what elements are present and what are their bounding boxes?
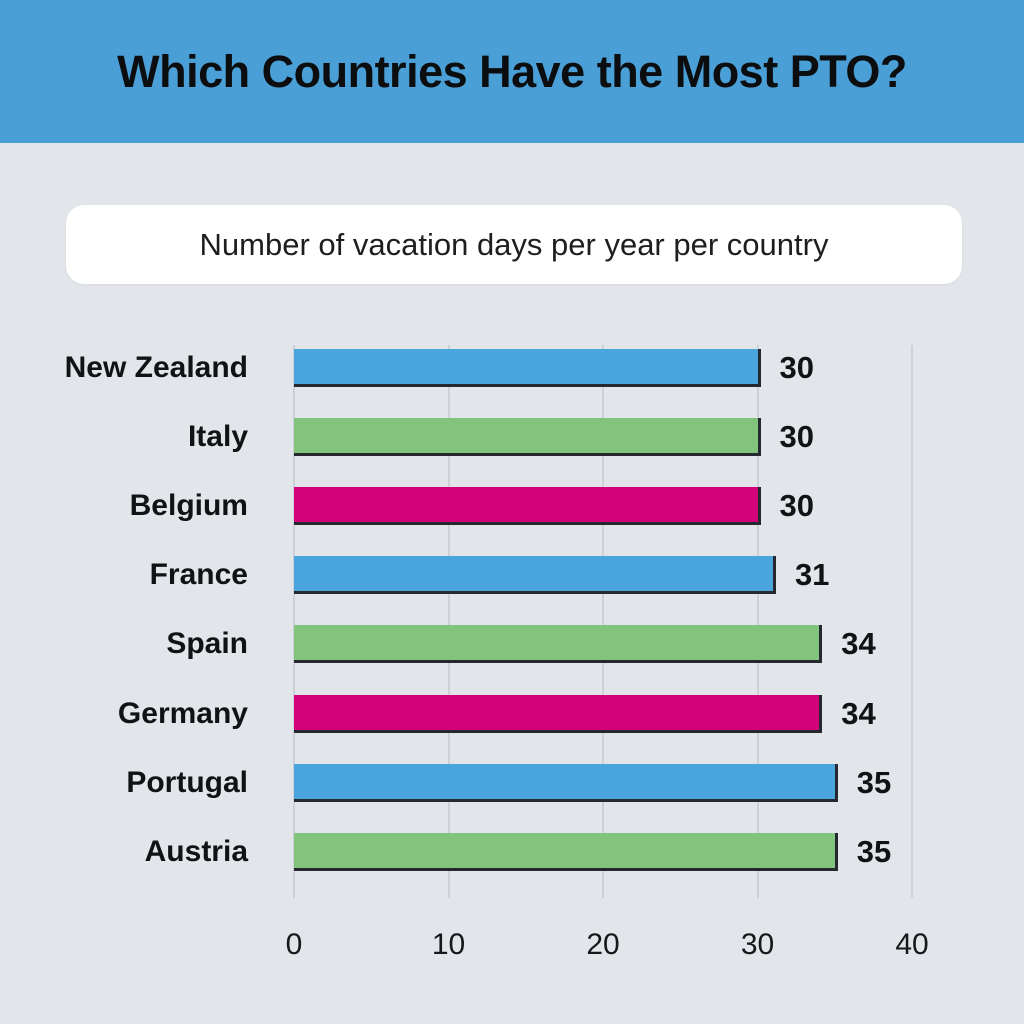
- gridline-0: [293, 345, 295, 898]
- x-tick-10: 10: [431, 928, 466, 961]
- value-label-portugal: 35: [856, 764, 892, 800]
- gridline-30: [756, 345, 759, 898]
- page-title: Which Countries Have the Most PTO?: [117, 45, 907, 97]
- subtitle-card: Number of vacation days per year per cou…: [66, 205, 962, 284]
- category-label-belgium: Belgium: [129, 489, 248, 523]
- x-tick-30: 30: [740, 928, 775, 961]
- category-label-germany: Germany: [117, 696, 248, 730]
- bar-new-zealand: [294, 349, 761, 387]
- bar-spain: [294, 625, 823, 664]
- category-label-italy: Italy: [187, 420, 248, 454]
- chart-subtitle: Number of vacation days per year per cou…: [199, 226, 829, 262]
- bar-italy: [294, 418, 761, 457]
- value-label-spain: 34: [841, 626, 876, 662]
- category-label-spain: Spain: [166, 627, 248, 661]
- category-label-austria: Austria: [144, 834, 248, 868]
- bar-portugal: [294, 763, 838, 802]
- gridline-40: [911, 345, 913, 898]
- category-label-portugal: Portugal: [126, 765, 248, 799]
- bar-belgium: [294, 487, 761, 526]
- category-label-new-zealand: New Zealand: [64, 351, 248, 384]
- x-tick-20: 20: [586, 928, 620, 961]
- category-label-france: France: [149, 558, 248, 592]
- value-label-germany: 34: [841, 695, 876, 731]
- value-label-france: 31: [794, 557, 830, 593]
- bar-france: [294, 556, 776, 595]
- header-banner: Which Countries Have the Most PTO?: [0, 0, 1024, 143]
- value-label-italy: 30: [779, 419, 814, 455]
- value-label-austria: 35: [856, 833, 892, 869]
- x-tick-0: 0: [285, 928, 303, 961]
- bar-austria: [294, 832, 838, 871]
- value-label-belgium: 30: [779, 488, 814, 524]
- x-tick-40: 40: [895, 928, 929, 961]
- bar-germany: [294, 694, 823, 733]
- gridline-10: [447, 345, 450, 898]
- value-label-new-zealand: 30: [779, 350, 814, 385]
- gridline-20: [602, 345, 604, 898]
